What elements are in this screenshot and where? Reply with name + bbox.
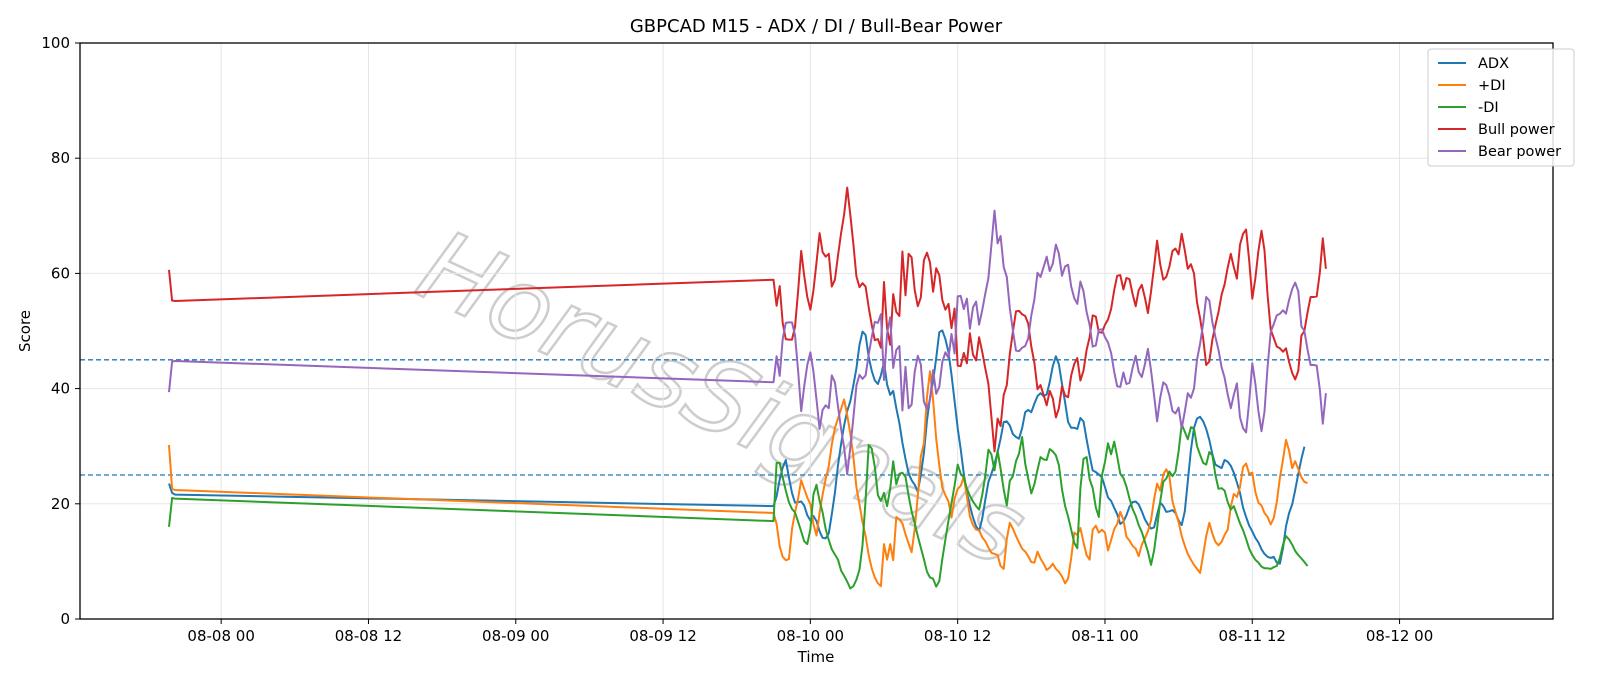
legend-box [1427, 48, 1575, 167]
x-tick-label: 08-08 00 [187, 627, 254, 645]
legend-label: -DI [1478, 100, 1499, 116]
y-tick-label: 60 [51, 264, 70, 282]
x-tick-label: 08-11 12 [1219, 627, 1286, 645]
series-lines [168, 186, 1327, 590]
y-tick-label: 80 [51, 149, 70, 167]
x-tick-label: 08-11 00 [1071, 627, 1138, 645]
x-tick-label: 08-12 00 [1366, 627, 1433, 645]
legend-label: +DI [1478, 78, 1506, 94]
legend: ADX +DI -DI Bull power Bear power [1427, 48, 1575, 167]
y-tick-label: 0 [60, 610, 70, 628]
y-tick-label: 100 [41, 34, 70, 52]
series-line-adx [168, 329, 1306, 565]
x-tick-label: 08-10 12 [924, 627, 991, 645]
x-axis-label: Time [797, 648, 835, 666]
y-axis-ticks: 0 20 40 60 80 100 [41, 34, 80, 628]
reference-lines [80, 359, 1553, 476]
legend-label: ADX [1478, 56, 1509, 72]
series-line-bear-power [168, 209, 1327, 476]
x-tick-label: 08-10 00 [777, 627, 844, 645]
chart-title: GBPCAD M15 - ADX / DI / Bull-Bear Power [630, 16, 1003, 37]
x-axis-ticks: 08-08 00 08-08 12 08-09 00 08-09 12 08-10 00… [187, 619, 1433, 645]
y-axis-label: Score [16, 310, 34, 352]
x-tick-label: 08-08 12 [335, 627, 402, 645]
series-line-bull-power [168, 186, 1327, 453]
y-tick-label: 40 [51, 380, 70, 398]
x-tick-label: 08-09 00 [482, 627, 549, 645]
series-line-di [168, 423, 1309, 590]
legend-label: Bull power [1478, 122, 1555, 138]
x-tick-label: 08-09 12 [629, 627, 696, 645]
plot-area-frame [79, 42, 1554, 620]
y-tick-label: 20 [51, 495, 70, 513]
legend-label: Bear power [1478, 144, 1561, 160]
series-line-di [168, 370, 1308, 588]
